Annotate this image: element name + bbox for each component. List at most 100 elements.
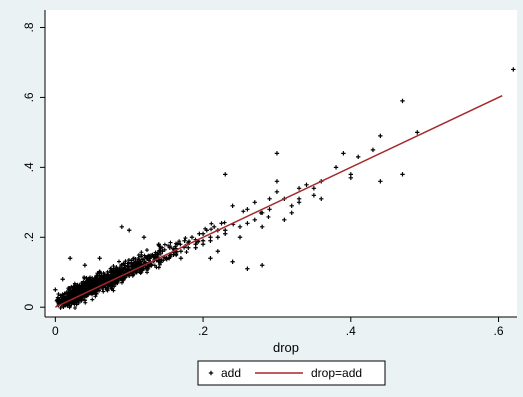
scatter-point [83,281,88,286]
scatter-point [67,285,72,290]
scatter-point [245,207,250,212]
scatter-point [319,196,324,202]
scatter-point [131,272,136,277]
scatter-point [73,305,78,310]
scatter-point [153,250,158,255]
scatter-point [230,203,235,209]
scatter-point [400,98,405,104]
scatter-point [237,235,243,240]
scatter-point [200,231,206,236]
legend-point-marker [208,370,214,376]
scatter-point [189,235,195,240]
scatter-point [97,271,102,276]
scatter-point [139,270,144,275]
scatter-point [258,210,263,215]
scatter-point [144,248,149,253]
scatter-point [77,297,82,302]
scatter-point [311,193,317,198]
scatter-point [296,186,302,191]
scatter-point [90,275,95,280]
scatter-point [54,298,59,303]
scatter-point [296,196,302,202]
scatter-point [85,281,90,286]
scatter-point [80,282,85,287]
scatter-point [304,182,309,188]
scatter-point [173,244,178,249]
legend: add drop=add [197,360,386,386]
scatter-point [133,264,138,269]
scatter-point [274,151,280,156]
scatter-point [215,249,221,254]
scatter-point [162,247,167,252]
scatter-point [94,291,99,296]
scatter-point [143,255,148,260]
legend-marker-add [208,370,214,376]
scatter-point [93,294,98,299]
y-tick-label: .2 [22,232,36,242]
scatter-point [164,257,169,262]
scatter-point [178,242,183,247]
y-tick-label: .6 [22,92,36,102]
scatter-point [127,228,132,233]
scatter-point [96,288,101,293]
scatter-point [259,263,265,268]
scatter-point [400,172,405,177]
scatter-point [77,283,82,288]
scatter-point [116,259,121,264]
scatter-point [109,284,114,289]
legend-label-add: add [221,366,241,380]
scatter-point [113,270,118,275]
scatter-point [67,295,72,300]
scatter-point [230,259,235,264]
x-ticks: 0 .2 .4 .6 [52,317,504,338]
scatter-point [131,256,136,261]
scatter-point [90,281,95,286]
scatter-point [99,280,104,285]
scatter-point [109,268,114,273]
scatter-point [167,253,172,258]
scatter-point [183,236,188,241]
scatter-point [94,273,99,278]
scatter-point [101,289,106,294]
scatter-point [259,224,265,229]
scatter-point [215,235,221,240]
scatter-point [378,133,383,139]
scatter-point [245,266,250,271]
scatter-point [58,306,63,311]
scatter-point [111,264,116,269]
reference-line-drop-equals-add [55,94,503,308]
scatter-point [71,294,76,299]
scatter-point [108,273,113,278]
scatter-point [108,273,113,278]
scatter-point [115,266,120,271]
scatter-point [144,266,149,271]
scatter-point [74,292,79,297]
scatter-point [119,224,125,229]
scatter-point [333,165,339,170]
scatter-point [166,243,171,248]
scatter-point [211,224,217,229]
scatter-point [109,270,114,275]
scatter-point [267,207,272,212]
scatter-point [70,300,75,305]
scatter-point [60,292,65,297]
scatter-point [162,242,167,247]
scatter-point [82,276,87,281]
scatter-point [267,196,272,202]
scatter-point [76,290,81,295]
scatter-point [158,246,163,251]
scatter-point [157,248,162,253]
scatter-point [174,252,179,257]
legend-label-drop-equals-add: drop=add [311,366,362,380]
scatter-point [145,270,150,275]
scatter-point [145,264,150,269]
scatter-point [119,280,124,285]
scatter-point [237,224,243,229]
scatter-point [289,203,294,209]
scatter-point [157,259,162,264]
scatter-point [140,267,145,272]
scatter-point [348,172,354,177]
scatter-point [415,130,420,135]
scatter-point [73,299,78,304]
scatter-point [95,276,100,281]
